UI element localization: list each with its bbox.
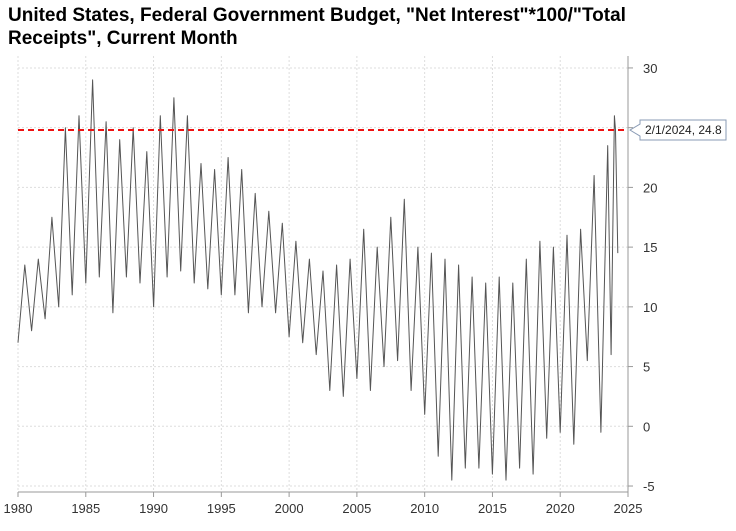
- x-tick-label: 1995: [207, 501, 236, 516]
- y-axis-ticks: -5051015202530: [628, 61, 657, 494]
- x-tick-label: 2025: [614, 501, 643, 516]
- x-axis-ticks: 1980 1985 1990 1995 2000 2005 2010 2015 2020 2025: [4, 492, 643, 516]
- y-tick-label: 0: [643, 419, 650, 434]
- y-tick-label: 15: [643, 240, 657, 255]
- x-tick-label: 1985: [71, 501, 100, 516]
- series-line: [17, 79, 619, 481]
- y-tick-label: -5: [643, 479, 655, 494]
- y-tick-label: 20: [643, 180, 657, 195]
- chart-title: United States, Federal Government Budget…: [8, 5, 626, 49]
- callout-layer: 2/1/2024, 24.8: [629, 119, 727, 141]
- y-tick-label: 10: [643, 300, 657, 315]
- x-tick-label: 1990: [139, 501, 168, 516]
- series-layer: [17, 79, 619, 481]
- x-tick-label: 2020: [546, 501, 575, 516]
- x-tick-label: 2015: [478, 501, 507, 516]
- x-tick-label: 1980: [4, 501, 33, 516]
- horizontal-gridlines: [18, 67, 628, 487]
- y-tick-label: 30: [643, 61, 657, 76]
- x-tick-label: 2010: [410, 501, 439, 516]
- x-tick-label: 2005: [342, 501, 371, 516]
- callout-box: [629, 119, 727, 141]
- x-tick-label: 2000: [275, 501, 304, 516]
- y-tick-label: 5: [643, 360, 650, 375]
- callout-label: 2/1/2024, 24.8: [645, 123, 722, 137]
